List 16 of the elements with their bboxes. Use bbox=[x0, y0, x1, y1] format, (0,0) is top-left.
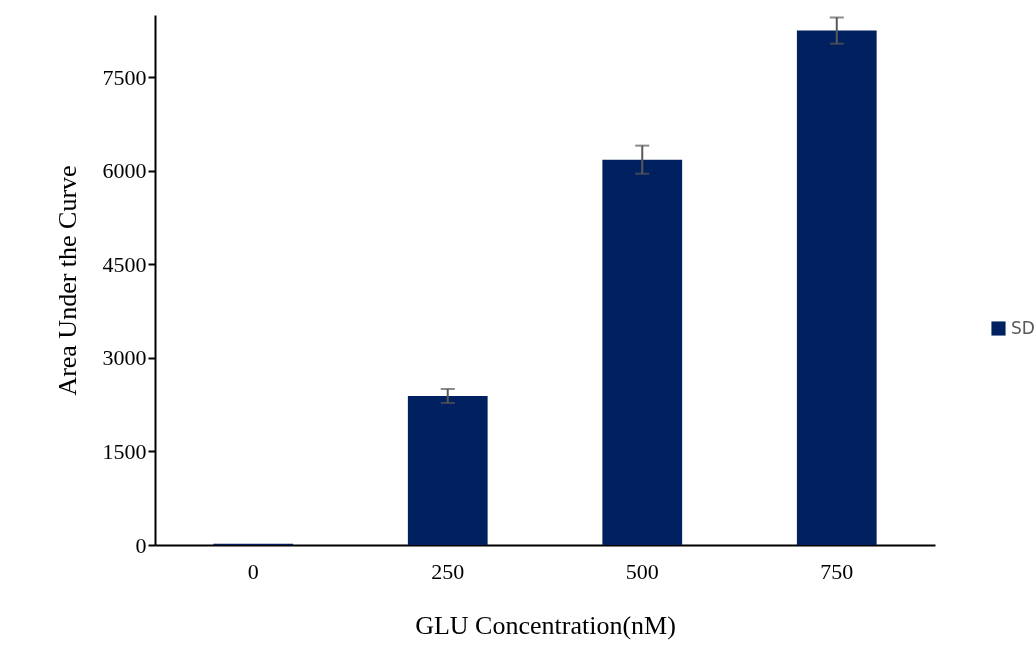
y-axis-title: Area Under the Curve bbox=[52, 165, 82, 396]
y-tick-label: 3000 bbox=[102, 345, 147, 371]
y-tick-label: 6000 bbox=[102, 158, 147, 184]
x-tick-label: 750 bbox=[820, 558, 854, 584]
y-tick-label: 4500 bbox=[102, 251, 147, 277]
bar bbox=[796, 30, 877, 545]
x-tick-label: 0 bbox=[247, 558, 259, 584]
x-tick-label: 250 bbox=[431, 558, 465, 584]
y-tick-label: 0 bbox=[135, 532, 147, 558]
x-tick-label: 500 bbox=[625, 558, 659, 584]
y-tick-label: 7500 bbox=[102, 64, 147, 90]
bar bbox=[407, 395, 488, 545]
bar bbox=[602, 159, 683, 545]
legend-label: SD bbox=[1011, 317, 1034, 338]
x-axis-title: GLU Concentration(nM) bbox=[415, 610, 676, 640]
y-tick-label: 1500 bbox=[102, 438, 147, 464]
